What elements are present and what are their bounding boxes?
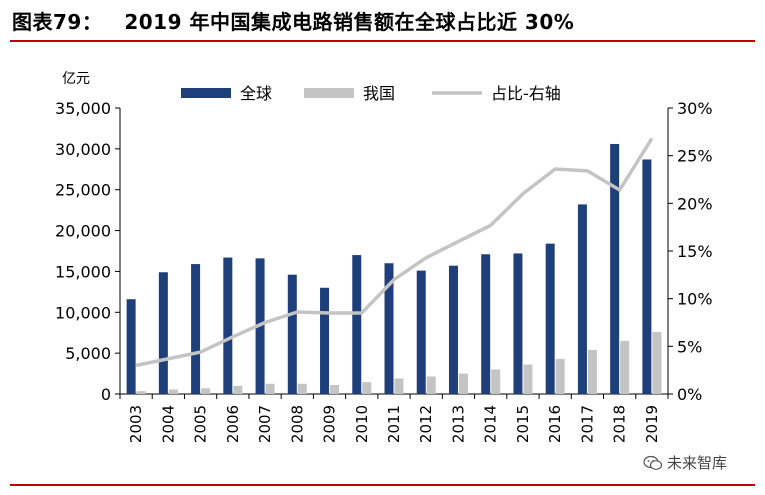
figure-label: 图表79： — [12, 10, 103, 34]
x-tick-label: 2015 — [514, 405, 532, 443]
bar-global — [577, 204, 587, 394]
bar-china — [330, 385, 340, 394]
x-tick-label: 2009 — [321, 405, 339, 443]
wechat-icon — [643, 455, 663, 470]
bar-global — [320, 287, 330, 394]
bar-china — [394, 378, 404, 394]
bar-china — [491, 369, 501, 394]
y-tick-label-left: 35,000 — [55, 99, 111, 118]
bar-china — [297, 383, 307, 394]
line-share — [135, 137, 654, 368]
x-tick-label: 2016 — [546, 405, 564, 443]
bar-global — [287, 274, 297, 394]
bar-global — [642, 159, 652, 394]
x-tick-label: 2017 — [578, 405, 596, 443]
figure-title: 图表79： 2019 年中国集成电路销售额在全球占比近 30% — [12, 6, 574, 35]
bar-china — [426, 376, 436, 394]
bar-global — [352, 255, 362, 394]
bar-china — [523, 364, 533, 394]
bottom-rule — [10, 484, 755, 486]
bar-china — [652, 331, 662, 394]
y-tick-label-left: 0 — [101, 385, 111, 404]
x-tick-label: 2012 — [417, 405, 435, 443]
bar-china — [362, 382, 372, 394]
bar-global — [513, 253, 523, 394]
x-tick-label: 2010 — [353, 405, 371, 443]
bar-china — [620, 340, 630, 394]
y-tick-label-right: 25% — [677, 147, 713, 166]
y-tick-label-left: 20,000 — [55, 222, 111, 241]
bar-global — [384, 263, 394, 394]
y-tick-label-left: 5,000 — [65, 344, 111, 363]
y-tick-label-left: 25,000 — [55, 181, 111, 200]
legend-share-label: 占比-右轴 — [491, 84, 561, 103]
legend-china-swatch — [304, 88, 354, 98]
y-axis-unit: 亿元 — [62, 71, 90, 87]
y-tick-label-right: 0% — [677, 385, 702, 404]
bar-china — [555, 358, 565, 394]
x-tick-label: 2019 — [643, 405, 661, 443]
bar-global — [448, 265, 458, 394]
x-tick-label: 2006 — [224, 405, 242, 443]
bar-global — [416, 270, 426, 394]
watermark-text: 未来智库 — [667, 454, 728, 472]
y-tick-label-right: 20% — [677, 194, 713, 213]
bar-global — [223, 257, 233, 394]
bar-china — [233, 385, 243, 394]
bar-china — [136, 391, 146, 394]
bar-global — [191, 264, 201, 394]
figure-title-text: 2019 年中国集成电路销售额在全球占比近 30% — [124, 10, 575, 34]
bar-global — [610, 143, 620, 394]
x-tick-label: 2013 — [449, 405, 467, 443]
x-tick-label: 2005 — [192, 405, 210, 443]
y-tick-label-right: 10% — [677, 290, 713, 309]
bar-global — [545, 243, 555, 394]
bar-global — [126, 299, 136, 394]
bar-china — [587, 349, 597, 394]
y-tick-label-left: 10,000 — [55, 303, 111, 322]
x-tick-label: 2011 — [385, 405, 403, 443]
y-tick-label-right: 30% — [677, 99, 713, 118]
x-tick-label: 2008 — [288, 405, 306, 443]
bar-china — [458, 373, 468, 394]
legend-global-label: 全球 — [240, 84, 272, 103]
x-tick-label: 2003 — [127, 405, 145, 443]
bar-global — [158, 272, 168, 394]
y-tick-label-right: 15% — [677, 242, 713, 261]
y-tick-label-left: 15,000 — [55, 262, 111, 281]
x-tick-label: 2018 — [611, 405, 629, 443]
bar-china — [168, 389, 178, 394]
y-tick-label-right: 5% — [677, 337, 702, 356]
legend-global-swatch — [181, 88, 231, 98]
bar-china — [201, 388, 211, 394]
y-tick-label-left: 30,000 — [55, 140, 111, 159]
legend-china-label: 我国 — [363, 84, 395, 103]
title-rule — [10, 40, 755, 42]
x-tick-label: 2004 — [159, 405, 177, 443]
bar-global — [481, 254, 491, 394]
x-tick-label: 2007 — [256, 405, 274, 443]
watermark: 未来智库 — [643, 452, 727, 473]
bar-china — [265, 383, 275, 394]
x-tick-label: 2014 — [482, 405, 500, 443]
